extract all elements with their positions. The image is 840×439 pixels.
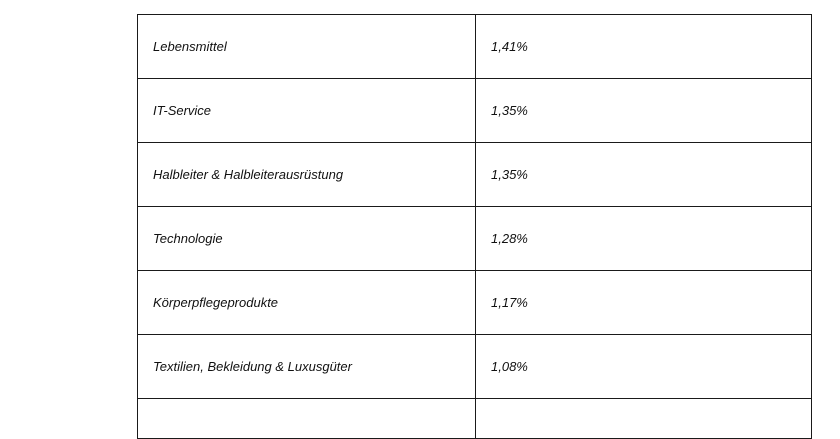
table-row: Körperpflegeprodukte 1,17% <box>137 270 812 335</box>
empty-cell <box>475 398 812 439</box>
sector-weight-cell: 1,28% <box>475 206 812 271</box>
table-row-cut-off <box>137 398 812 439</box>
sector-name-cell: Körperpflegeprodukte <box>137 270 476 335</box>
empty-cell <box>137 398 476 439</box>
table-row: Technologie 1,28% <box>137 206 812 271</box>
sector-weight-cell: 1,17% <box>475 270 812 335</box>
sector-name-cell: Technologie <box>137 206 476 271</box>
sector-weight-cell: 1,35% <box>475 142 812 207</box>
sector-name-cell: IT-Service <box>137 78 476 143</box>
table-row: Lebensmittel 1,41% <box>137 14 812 79</box>
sector-weight-table: Lebensmittel 1,41% IT-Service 1,35% Halb… <box>137 14 812 439</box>
sector-name-cell: Lebensmittel <box>137 14 476 79</box>
table-row: Halbleiter & Halbleiterausrüstung 1,35% <box>137 142 812 207</box>
sector-weight-cell: 1,41% <box>475 14 812 79</box>
sector-name-cell: Halbleiter & Halbleiterausrüstung <box>137 142 476 207</box>
table-row: Textilien, Bekleidung & Luxusgüter 1,08% <box>137 334 812 399</box>
sector-name-cell: Textilien, Bekleidung & Luxusgüter <box>137 334 476 399</box>
sector-weight-cell: 1,35% <box>475 78 812 143</box>
sector-weight-cell: 1,08% <box>475 334 812 399</box>
table-body: Lebensmittel 1,41% IT-Service 1,35% Halb… <box>137 14 812 439</box>
table-row: IT-Service 1,35% <box>137 78 812 143</box>
